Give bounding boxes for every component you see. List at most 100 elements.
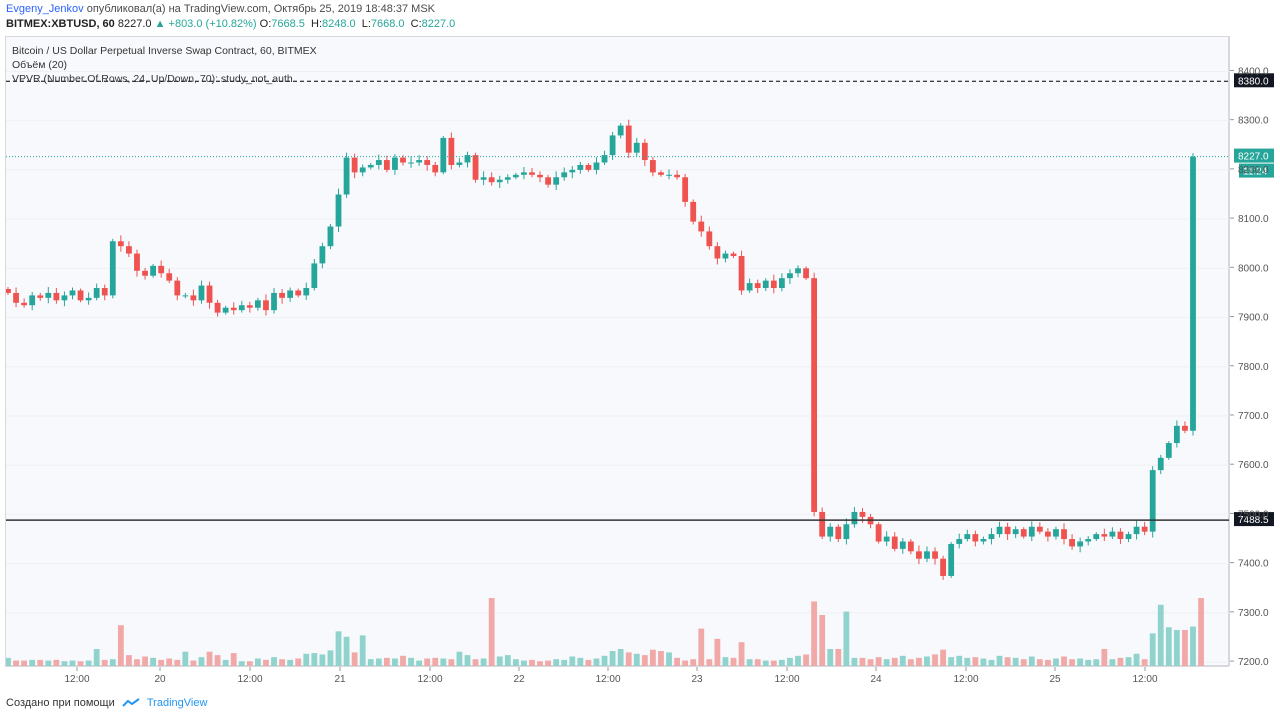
volume-bar: [230, 653, 237, 666]
volume-bar: [488, 598, 495, 666]
candle-body: [1044, 531, 1051, 537]
candle-body: [787, 273, 793, 279]
candle-body: [311, 263, 318, 289]
candle-body: [714, 246, 721, 259]
candle-body: [819, 511, 826, 537]
candle-body: [738, 256, 745, 291]
volume-bar: [521, 660, 527, 666]
volume-bar: [762, 660, 769, 666]
candlestick-chart[interactable]: [6, 37, 1230, 667]
candle-body: [609, 135, 616, 156]
candle-body: [730, 253, 737, 257]
candle-body: [383, 160, 390, 170]
time-axis[interactable]: 12:00 20 12:00 21 12:00 22 12:00 23 12:00 24 12:00…: [5, 666, 1229, 689]
candle-body: [77, 290, 84, 301]
candle-body: [37, 295, 44, 298]
price-tick-label: 7500.0: [1238, 509, 1269, 520]
candle-body: [907, 541, 914, 552]
volume-bar: [738, 642, 745, 666]
candle-body: [899, 541, 906, 549]
volume-bar: [496, 656, 503, 666]
price-label-bg: [1234, 512, 1274, 527]
candle-body: [408, 162, 414, 164]
volume-bar: [811, 601, 818, 666]
candle-body: [190, 295, 197, 301]
volume-bar: [512, 659, 519, 666]
author-link[interactable]: Evgeny_Jenkov: [6, 3, 84, 15]
volume-bar: [649, 649, 656, 666]
candle-body: [1149, 470, 1156, 532]
candle-body: [811, 278, 818, 512]
price-tick-label: 8300.0: [1238, 116, 1269, 127]
volume-bar: [416, 660, 423, 666]
candle-body: [988, 534, 995, 540]
volume-bar: [1093, 659, 1100, 666]
volume-bar: [279, 659, 285, 666]
tradingview-logo-icon: [122, 698, 140, 707]
high-value: 8248.0: [322, 18, 356, 30]
candle-body: [222, 307, 229, 313]
volume-bar: [859, 657, 866, 666]
price-change: ▲ +803.0 (+10.82%): [154, 18, 257, 30]
candle-body: [553, 177, 560, 185]
price-tick-label: 7400.0: [1238, 559, 1269, 570]
volume-bar: [545, 660, 552, 666]
price-label-bg: [1234, 73, 1274, 88]
candle-body: [126, 246, 132, 254]
chart-pane[interactable]: [5, 36, 1230, 667]
volume-bar: [343, 636, 350, 666]
tradingview-brand-link[interactable]: TradingView: [146, 697, 208, 709]
volume-bar: [408, 657, 414, 666]
candle-body: [722, 253, 729, 259]
volume-bar: [238, 661, 245, 666]
candle-body: [706, 231, 713, 247]
volume-bar: [891, 657, 898, 666]
candle-body: [375, 160, 382, 165]
candle-body: [1053, 529, 1059, 537]
countdown-label: 11:24: [1243, 167, 1268, 178]
volume-bar: [1053, 658, 1059, 666]
volume-bar: [674, 657, 680, 666]
low-value: 7668.0: [370, 18, 405, 30]
price-axis[interactable]: 8380.0 7488.5 8227.0 11:24 8400.0 8300.0 8200.…: [1229, 36, 1280, 666]
candle-body: [1133, 526, 1140, 535]
volume-bar: [158, 659, 165, 666]
candle-body: [529, 172, 535, 175]
volume-bar: [392, 658, 398, 666]
candle-body: [21, 302, 28, 306]
candle-body: [45, 292, 52, 298]
price-tick-label: 8200.0: [1238, 165, 1269, 176]
volume-bar: [601, 655, 608, 666]
volume-bar: [690, 659, 697, 666]
price-label: 8380.0: [1238, 76, 1269, 87]
candle-body: [521, 172, 527, 175]
candle-body: [351, 157, 358, 173]
volume-bar: [593, 658, 600, 666]
volume-bar: [803, 654, 809, 666]
volume-bar: [561, 659, 568, 666]
volume-bar: [1149, 633, 1156, 666]
volume-bar: [770, 660, 777, 666]
candle-body: [932, 551, 938, 559]
candle-body: [480, 177, 487, 180]
volume-bar: [932, 654, 938, 666]
volume-bar: [875, 657, 882, 666]
time-axis-svg: 12:00 20 12:00 21 12:00 22 12:00 23 12:00 24 12:00…: [64, 667, 1158, 685]
candle-body: [690, 201, 697, 222]
volume-bar: [351, 652, 358, 666]
volume-bar: [617, 649, 624, 666]
volume-bar: [569, 656, 576, 666]
last-price: 8227.0: [117, 18, 152, 30]
time-tick-label: 25: [1049, 674, 1061, 685]
candle-body: [263, 300, 269, 311]
volume-bar: [150, 657, 157, 666]
volume-bar: [1004, 657, 1011, 666]
candle-body: [1157, 457, 1164, 471]
volume-bar: [69, 660, 76, 666]
candle-body: [843, 524, 850, 540]
volume-bar: [1182, 629, 1188, 666]
volume-bar: [1061, 656, 1067, 666]
volume-bar: [206, 651, 213, 666]
volume-bar: [319, 654, 326, 666]
candle-body: [254, 300, 261, 308]
